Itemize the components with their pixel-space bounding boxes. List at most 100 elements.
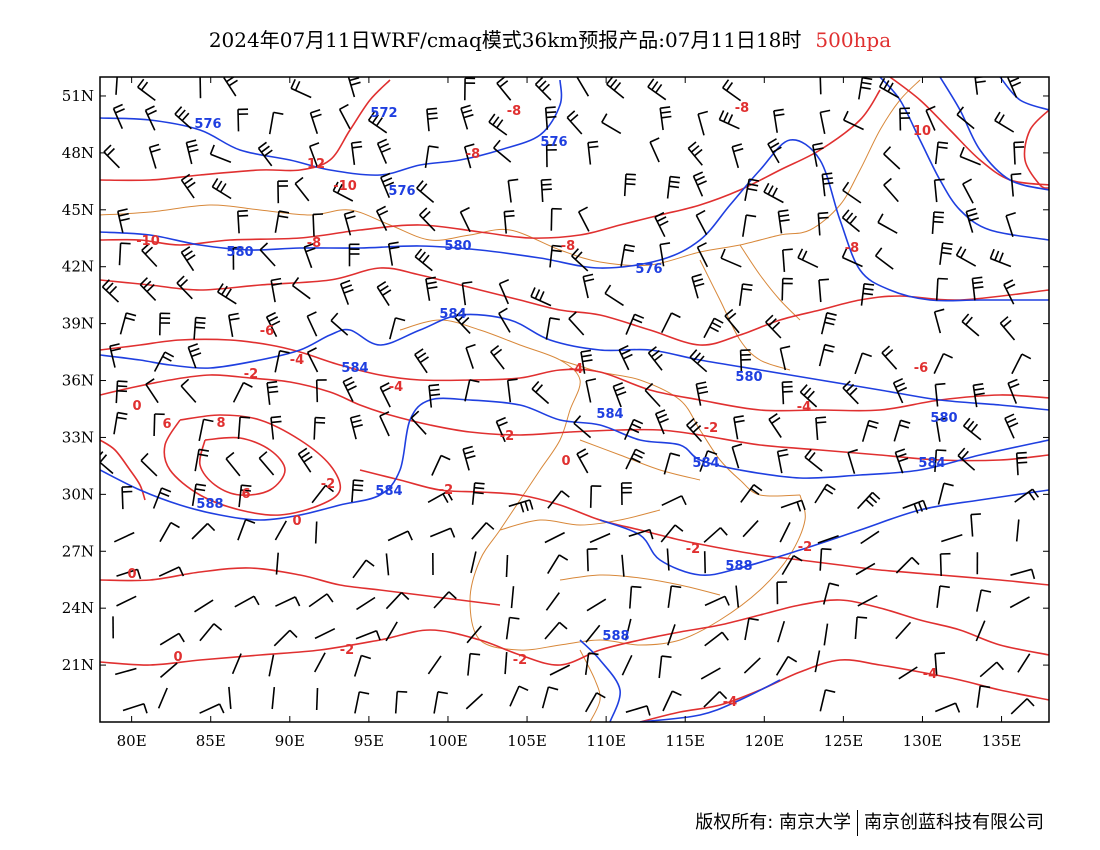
wind-barb-feather: [799, 384, 808, 393]
wind-barb-feather: [365, 559, 375, 567]
wind-barb-feather: [1009, 77, 1020, 83]
wind-barb: [999, 322, 1016, 341]
wind-barb-feather: [883, 177, 892, 186]
wind-barb: [210, 153, 232, 164]
wind-barb-feather: [119, 217, 130, 222]
wind-barb-feather: [395, 317, 406, 322]
wind-barb: [780, 499, 802, 509]
wind-barb: [979, 661, 998, 678]
wind-barb-feather: [350, 81, 361, 86]
wind-barb-feather: [418, 251, 426, 261]
wind-barb: [666, 548, 670, 571]
wind-barb-feather: [145, 105, 155, 112]
temperature-contour: [100, 89, 881, 246]
wind-barb-feather: [342, 376, 353, 383]
wind-barb: [647, 86, 667, 101]
wind-barb-feather: [1011, 172, 1022, 176]
wind-barb-feather: [462, 109, 473, 114]
wind-barb: [855, 562, 876, 576]
wind-barb: [549, 245, 554, 268]
wind-barb: [629, 586, 633, 609]
lat-tick-label: 48N: [62, 144, 94, 162]
height-label: 576: [635, 262, 662, 277]
wind-barb-feather: [660, 106, 671, 109]
wind-barb-feather: [179, 279, 189, 288]
wind-barb-feather: [493, 139, 501, 149]
wind-barb-feather: [534, 77, 544, 85]
wind-barb: [490, 351, 505, 370]
wind-barb: [585, 380, 592, 403]
wind-barb: [185, 142, 193, 165]
wind-barb-feather: [829, 582, 840, 587]
lat-tick-label: 33N: [62, 428, 94, 446]
wind-barb: [314, 521, 318, 544]
wind-barb-feather: [576, 448, 587, 455]
wind-barb-feather: [659, 242, 671, 246]
wind-barb-feather: [580, 349, 592, 353]
wind-barb-feather: [917, 501, 924, 512]
wind-barb: [899, 108, 902, 131]
wind-barb: [722, 87, 742, 102]
wind-barb: [545, 592, 560, 611]
wind-barb: [231, 653, 242, 675]
wind-barb: [994, 119, 1015, 133]
wind-barb-feather: [797, 248, 804, 259]
wind-barb-feather: [693, 171, 704, 177]
wind-barb: [892, 382, 904, 404]
wind-barb-feather: [878, 77, 886, 88]
wind-barb-feather: [865, 498, 874, 507]
wind-barb-feather: [661, 115, 672, 119]
wind-barb-feather: [382, 289, 392, 296]
wind-barb-feather: [258, 451, 268, 459]
wind-barb-feather: [379, 382, 390, 389]
wind-barb: [271, 687, 276, 710]
wind-barb: [819, 112, 826, 135]
wind-barb: [152, 487, 163, 509]
wind-barb: [315, 687, 319, 711]
wind-barb: [354, 691, 361, 714]
wind-barb-feather: [145, 378, 155, 385]
wind-barb-feather: [771, 187, 778, 198]
wind-barb: [765, 321, 782, 339]
wind-barb-feather: [632, 318, 643, 324]
wind-barb-feather: [653, 353, 663, 362]
wind-barb-feather: [884, 349, 894, 357]
wind-barb-feather: [311, 113, 322, 119]
wind-barb: [931, 211, 935, 234]
temperature-contour: [639, 658, 1049, 722]
wind-barb: [965, 211, 974, 233]
wind-barb-feather: [117, 411, 128, 416]
temperature-label: -4: [923, 667, 937, 682]
wind-barb: [731, 446, 740, 469]
wind-barb-feather: [863, 287, 874, 291]
wind-barb-feather: [186, 139, 197, 144]
copyright-right: 南京创蓝科技有限公司: [864, 812, 1044, 833]
wind-barb-feather: [339, 103, 349, 111]
wind-barb-feather: [725, 82, 734, 92]
wind-barb: [153, 351, 166, 372]
wind-barb: [573, 422, 592, 439]
wind-barb: [109, 346, 116, 368]
wind-barb: [303, 246, 313, 269]
temperature-label: -2: [500, 429, 514, 444]
temperature-label: -2: [798, 540, 812, 555]
wind-barb-feather: [294, 596, 301, 607]
wind-barb-feather: [446, 491, 453, 501]
wind-barb: [956, 254, 977, 267]
wind-barb-feather: [973, 387, 985, 391]
wind-barb: [387, 530, 409, 542]
wind-barb: [584, 652, 590, 676]
wind-barb: [623, 174, 627, 197]
wind-barb-feather: [635, 448, 645, 455]
wind-barb-feather: [340, 279, 351, 285]
boundary-layer: [100, 79, 921, 722]
wind-barb: [663, 452, 672, 475]
wind-barb-feather: [897, 386, 908, 393]
wind-barb: [223, 77, 237, 97]
wind-barb: [667, 585, 673, 608]
wind-barb: [290, 87, 312, 99]
wind-barb-feather: [117, 380, 128, 383]
wind-barb-feather: [994, 111, 1001, 122]
wind-barb: [1004, 417, 1015, 439]
wind-barb-feather: [303, 455, 313, 463]
